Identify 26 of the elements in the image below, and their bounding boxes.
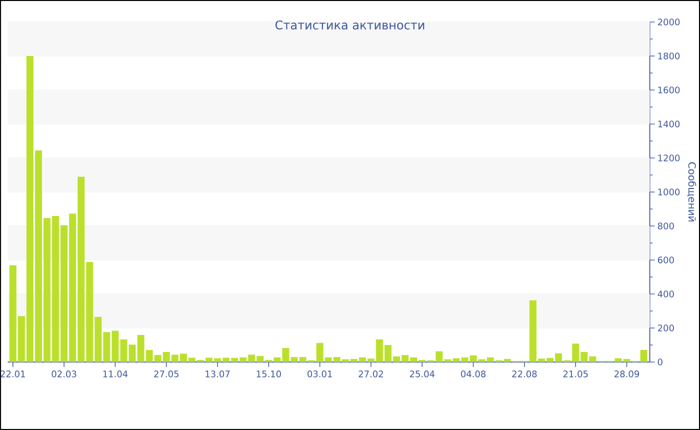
y-tick-label: 0 bbox=[658, 358, 662, 366]
y-axis-title: Сообщений bbox=[687, 162, 696, 222]
y-tick-label: 1400 bbox=[658, 120, 680, 128]
y-tick-label: 1200 bbox=[658, 154, 680, 162]
x-tick-label: 04.08 bbox=[461, 370, 486, 378]
x-tick-label: 27.05 bbox=[154, 370, 178, 378]
x-tick-label: 03.01 bbox=[308, 370, 332, 378]
x-tick-label: 21.05 bbox=[563, 370, 588, 378]
y-tick-label: 1000 bbox=[658, 188, 680, 196]
y-tick-label: 1800 bbox=[658, 52, 680, 60]
y-tick-label: 200 bbox=[658, 324, 674, 332]
y-tick-label: 400 bbox=[658, 290, 674, 298]
y-tick-label: 600 bbox=[658, 256, 674, 264]
x-tick-label: 27.02 bbox=[358, 370, 383, 378]
x-tick-label: 25.04 bbox=[410, 370, 435, 378]
x-tick-label: 22.08 bbox=[512, 370, 537, 378]
x-tick-label: 28.09 bbox=[614, 370, 639, 378]
y-tick-label: 2000 bbox=[658, 18, 680, 26]
x-tick-label: 11.04 bbox=[103, 370, 128, 378]
y-tick-label: 800 bbox=[658, 222, 674, 230]
x-tick-label: 15.10 bbox=[256, 370, 281, 378]
x-tick-label: 13.07 bbox=[206, 370, 230, 378]
y-tick-label: 1600 bbox=[658, 86, 680, 94]
x-tick-label: 02.03 bbox=[52, 370, 76, 378]
chart-title: Статистика активности bbox=[276, 20, 424, 30]
bar bbox=[290, 357, 298, 362]
